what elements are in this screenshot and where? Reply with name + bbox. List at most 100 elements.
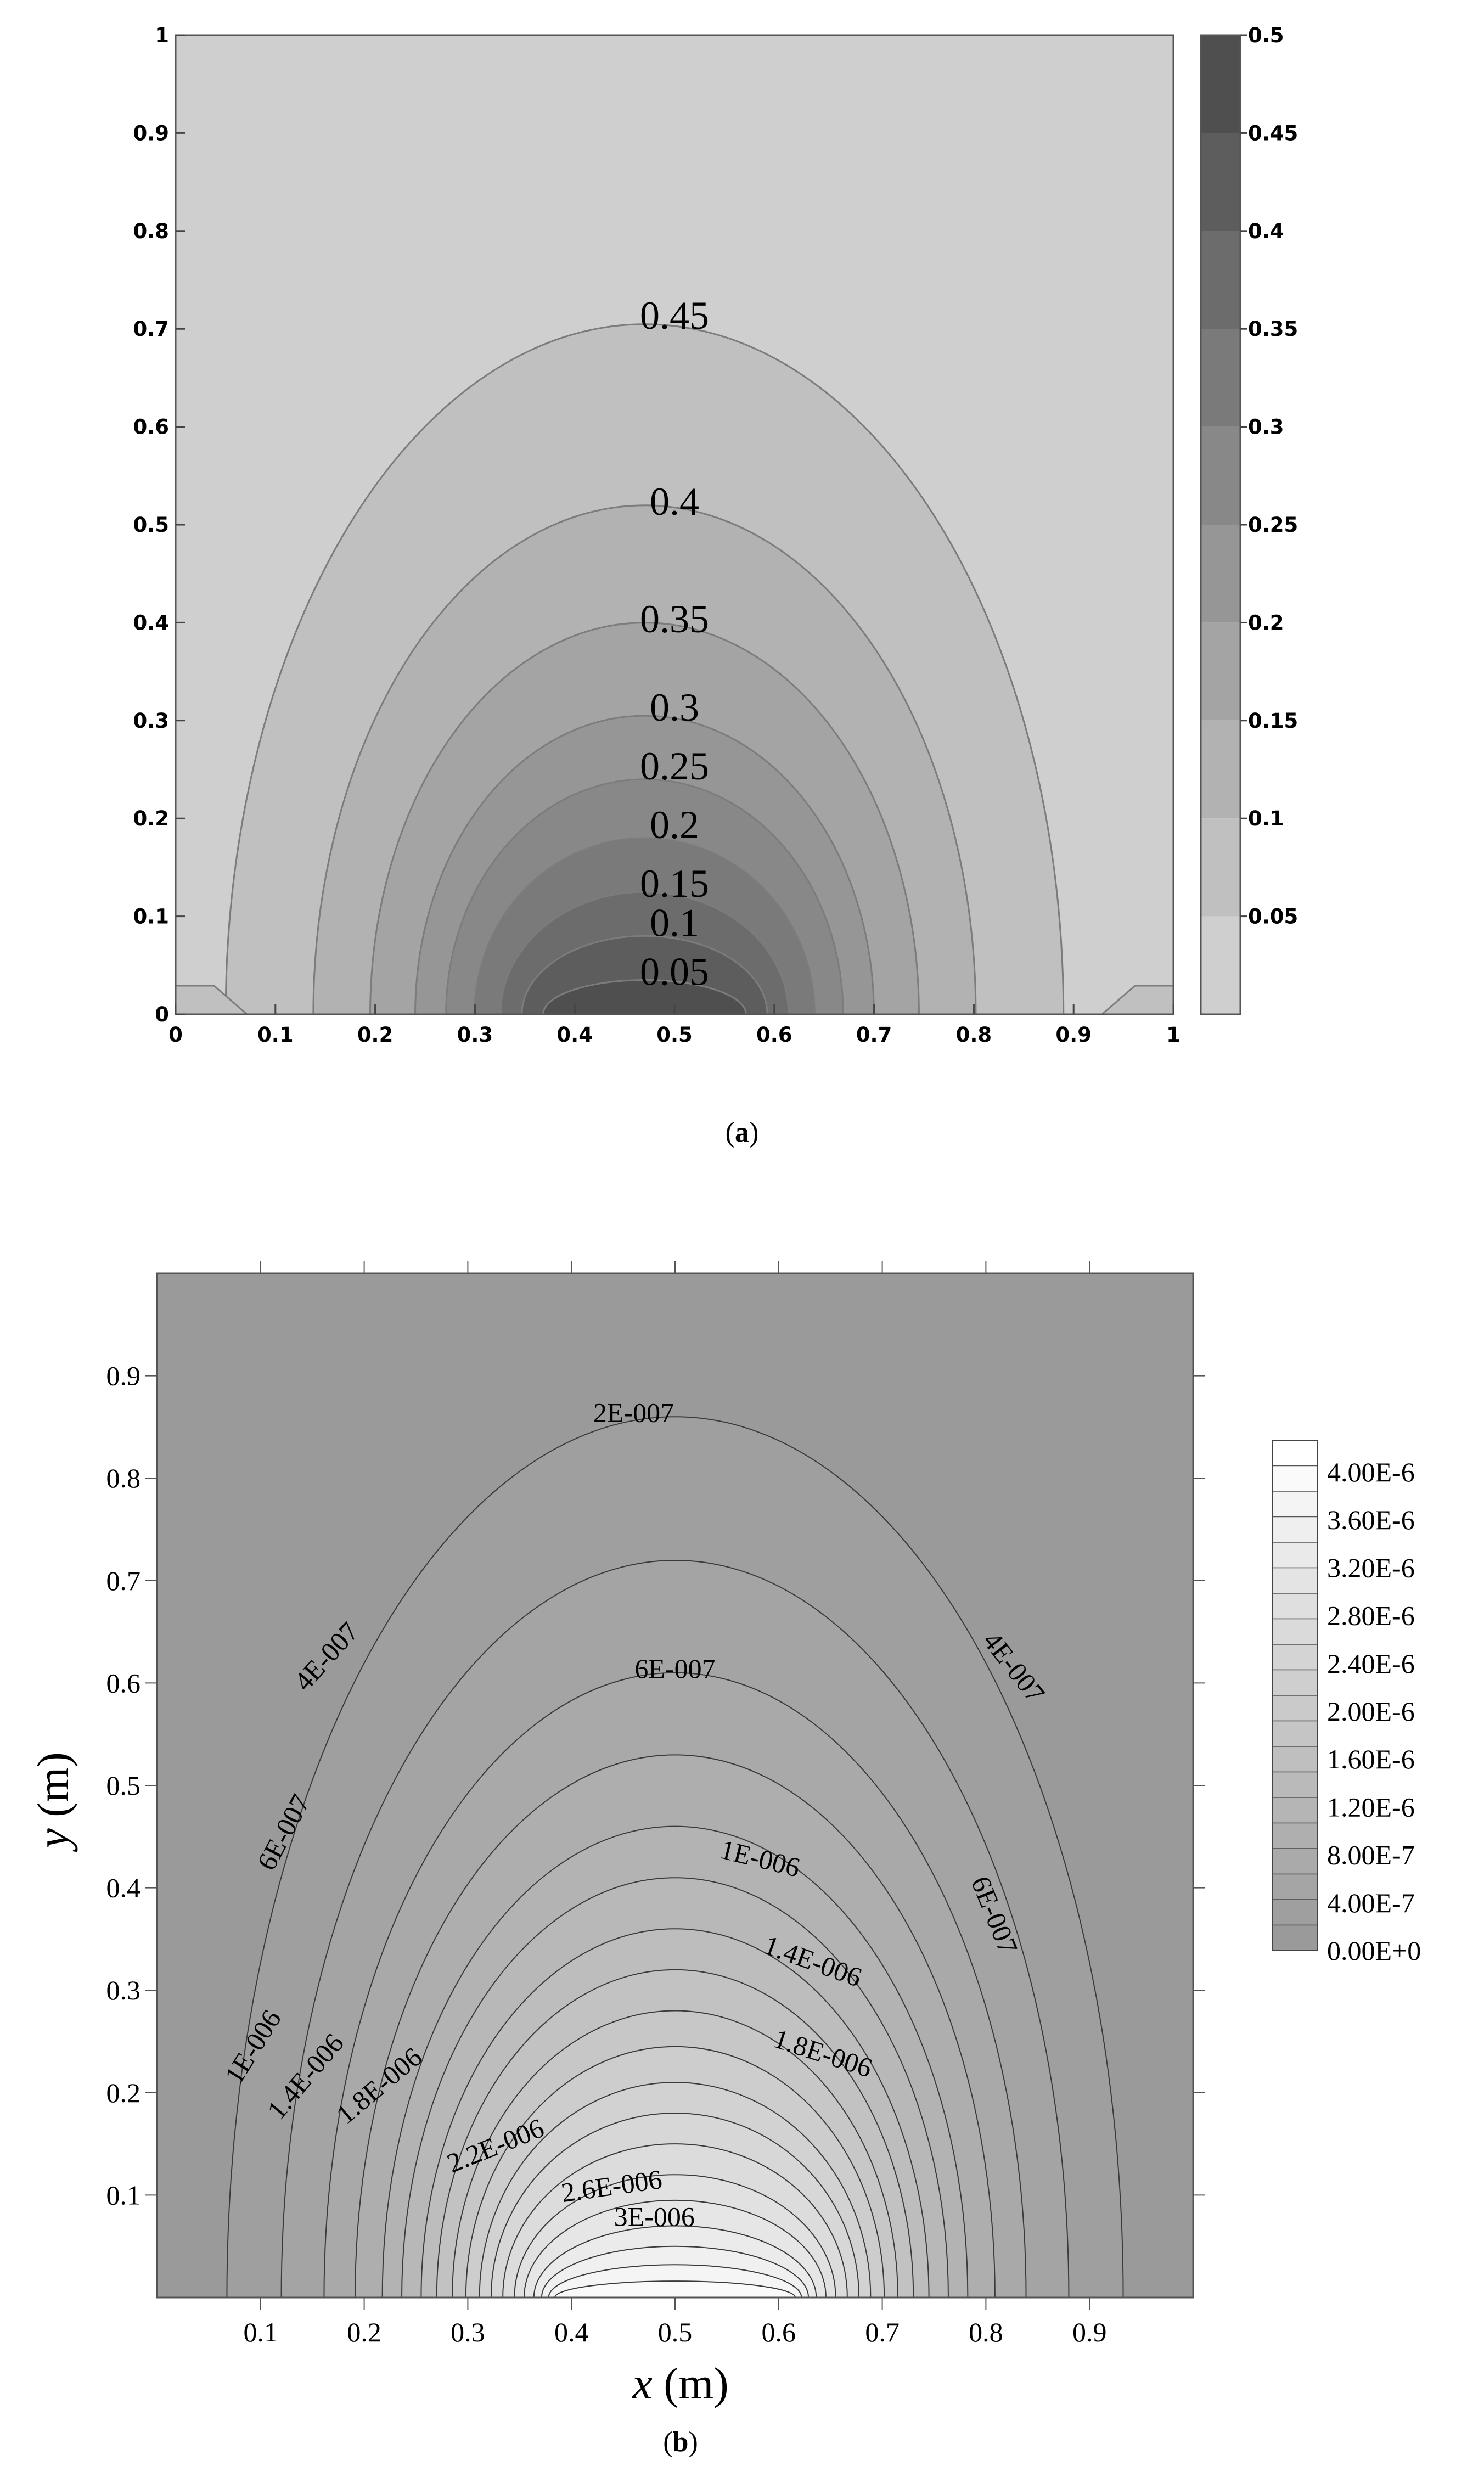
colorbar-tick-label: 8.00E-7 <box>1327 1840 1415 1870</box>
colorbar-tick-label: 0.15 <box>1248 709 1298 733</box>
panel-b-caption: (b) <box>663 2426 698 2458</box>
colorbar-tick-label: 1.20E-6 <box>1327 1791 1415 1822</box>
panel-b-contours <box>226 1416 1124 2297</box>
colorbar-swatch <box>1272 1899 1318 1926</box>
y-tick-label: 0.1 <box>106 2179 141 2210</box>
colorbar-tick-label: 1.60E-6 <box>1327 1744 1415 1774</box>
colorbar-swatch <box>1201 622 1240 721</box>
y-tick-label: 0.9 <box>133 121 169 145</box>
contour-label: 0.05 <box>640 950 709 993</box>
colorbar-swatch <box>1272 1567 1318 1594</box>
colorbar-swatch <box>1272 1516 1318 1543</box>
contour-label: 0.25 <box>640 744 709 788</box>
colorbar-tick-label: 4.00E-6 <box>1327 1457 1415 1487</box>
panel-b-colorbar: 4.00E-6 3.60E-6 3.20E-6 2.80E-6 2.40E-6 2.00E… <box>1272 1440 1421 1966</box>
colorbar-tick-label: 0.1 <box>1248 807 1284 830</box>
colorbar-swatch <box>1272 1542 1318 1569</box>
x-tick-label: 0.9 <box>1072 2317 1107 2347</box>
x-tick-label: 0.8 <box>969 2317 1003 2347</box>
panel-a-contours <box>176 324 1173 1014</box>
colorbar-swatch <box>1272 1644 1318 1671</box>
x-tick-label: 0.3 <box>457 1023 493 1047</box>
colorbar-tick-label: 2.00E-6 <box>1327 1696 1415 1727</box>
colorbar-tick-label: 0.3 <box>1248 415 1284 439</box>
colorbar-swatch <box>1201 329 1240 427</box>
colorbar-tick-label: 2.40E-6 <box>1327 1648 1415 1679</box>
colorbar-swatch <box>1272 1593 1318 1620</box>
contour-label: 2E-007 <box>593 1397 674 1428</box>
colorbar-swatch <box>1272 1848 1318 1875</box>
corner-contour-right <box>1100 985 1173 1014</box>
colorbar-swatch <box>1272 1618 1318 1645</box>
x-tick-label: 0.2 <box>347 2317 381 2347</box>
x-axis-variable: x <box>632 2358 652 2408</box>
colorbar-swatch <box>1201 720 1240 819</box>
colorbar-swatch <box>1201 426 1240 525</box>
x-tick-label: 0.9 <box>1055 1023 1092 1047</box>
contour-label: 0.15 <box>640 862 709 906</box>
colorbar-tick-label: 0.4 <box>1248 220 1284 243</box>
colorbar-swatch <box>1272 1746 1318 1773</box>
colorbar-swatch <box>1201 231 1240 329</box>
colorbar-swatch <box>1272 1695 1318 1722</box>
colorbar-swatch <box>1272 1771 1318 1798</box>
x-tick-label: 0.2 <box>357 1023 394 1047</box>
x-tick-label: 0.1 <box>257 1023 294 1047</box>
colorbar-swatch <box>1272 1491 1318 1518</box>
colorbar-tick-label: 0.25 <box>1248 513 1298 537</box>
panel-b-x-axis-label: x (m) <box>632 2358 728 2408</box>
x-tick-label: 0.6 <box>762 2317 796 2347</box>
panel-a: 0 0.1 0.2 0.3 0.4 0.5 0.6 0.7 0.8 0.9 1 0 0.1 0.2 0.3 0… <box>133 24 1298 1148</box>
contour-band <box>554 2280 796 2297</box>
x-tick-label: 0 <box>168 1023 183 1047</box>
colorbar-swatch <box>1272 1822 1318 1849</box>
y-tick-label: 0.5 <box>106 1770 141 1801</box>
colorbar-swatch <box>1201 35 1240 133</box>
x-tick-label: 0.4 <box>554 2317 589 2347</box>
panel-a-caption-letter: a <box>735 1117 749 1148</box>
panel-a-colorbar: 0.05 0.1 0.15 0.2 0.25 0.3 0.35 0.4 0.45 0.5 <box>1200 24 1298 1015</box>
y-tick-label: 0.4 <box>106 1873 141 1903</box>
corner-contour-left <box>176 985 249 1014</box>
x-axis-unit: (m) <box>653 2358 729 2408</box>
x-tick-label: 0.6 <box>756 1023 792 1047</box>
contour-band <box>542 979 747 1014</box>
colorbar-swatch <box>1272 1720 1318 1747</box>
colorbar-swatch <box>1272 1873 1318 1900</box>
y-tick-label: 0.2 <box>133 807 169 830</box>
colorbar-tick-label: 0.35 <box>1248 317 1298 341</box>
panel-a-axes: 0 0.1 0.2 0.3 0.4 0.5 0.6 0.7 0.8 0.9 1 0 0.1 0.2 0.3 0… <box>133 24 1180 1047</box>
y-tick-label: 0.8 <box>133 220 169 243</box>
x-tick-label: 1 <box>1166 1023 1181 1047</box>
colorbar-tick-label: 3.60E-6 <box>1327 1504 1415 1535</box>
colorbar-swatch <box>1201 916 1240 1014</box>
colorbar-swatch <box>1272 1440 1318 1467</box>
x-tick-label: 0.7 <box>865 2317 900 2347</box>
panel-b-caption-letter: b <box>673 2426 689 2458</box>
y-tick-label: 0.3 <box>133 709 169 733</box>
y-tick-label: 0.1 <box>133 905 169 929</box>
colorbar-frame <box>1272 1440 1318 1951</box>
panel-b: 0.1 0.2 0.3 0.4 0.5 0.6 0.7 0.8 0.9 0.1 0.2 0.3 0.4 0… <box>28 1261 1421 2458</box>
contour-label: 0.1 <box>650 901 699 945</box>
contour-label: 0.45 <box>640 294 709 338</box>
y-tick-label: 0.9 <box>106 1361 141 1391</box>
x-tick-label: 0.5 <box>658 2317 693 2347</box>
x-tick-label: 0.7 <box>856 1023 892 1047</box>
y-tick-label: 0.7 <box>133 317 169 341</box>
x-tick-label: 0.1 <box>244 2317 278 2347</box>
contour-label: 0.4 <box>650 480 699 524</box>
panel-b-y-axis-label: y (m) <box>28 1752 78 1852</box>
y-tick-label: 1 <box>155 24 169 47</box>
y-tick-label: 0.5 <box>133 513 169 537</box>
y-tick-label: 0.4 <box>133 611 169 634</box>
x-tick-label: 0.4 <box>556 1023 593 1047</box>
x-tick-label: 0.3 <box>451 2317 485 2347</box>
y-axis-unit: (m) <box>28 1752 78 1828</box>
y-tick-label: 0 <box>155 1003 169 1026</box>
panel-b-axes: 0.1 0.2 0.3 0.4 0.5 0.6 0.7 0.8 0.9 0.1 0.2 0.3 0.4 0… <box>106 1261 1205 2347</box>
colorbar-tick-label: 0.5 <box>1248 24 1284 47</box>
y-tick-label: 0.3 <box>106 1975 141 2005</box>
colorbar-swatch <box>1201 818 1240 917</box>
